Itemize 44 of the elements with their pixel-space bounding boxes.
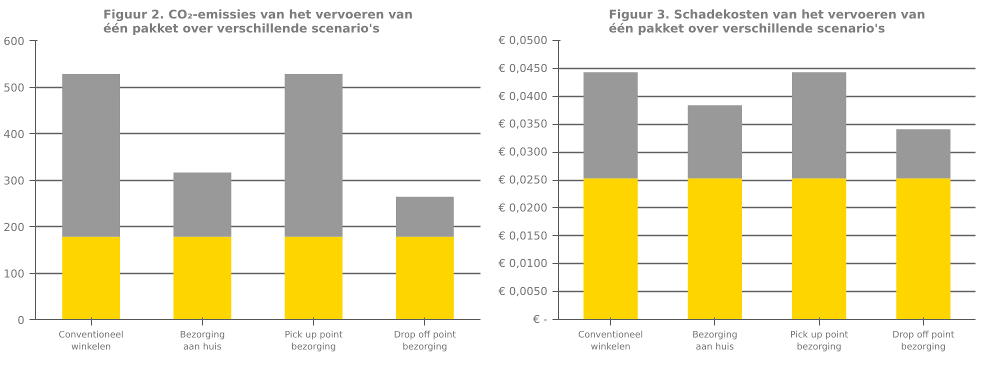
bar [584,178,638,320]
bar [792,178,846,320]
x-tick-label: Pick up point bezorging [790,330,849,352]
y-tick-label: 500 [4,82,25,94]
bar [396,236,454,320]
y-tick-label: € 0,0350 [498,118,548,131]
bar [62,74,120,237]
bar [688,105,742,178]
bar [584,72,638,178]
bar [173,236,232,320]
x-tick-label: Bezorging aan huis [692,330,738,352]
y-tick-label: 100 [4,268,25,280]
y-tick-label: 600 [4,35,25,48]
chart-title: Figuur 2. CO₂-emissies van het vervoeren van één pakket over verschillende scenario's [103,8,413,36]
y-tick-label: 300 [4,174,25,188]
bar [896,178,950,320]
bar [173,172,232,237]
bar [284,236,343,320]
x-tick-label: Conventioneel winkelen [578,330,644,352]
y-tick-label: € 0,0150 [498,229,548,242]
y-tick-label: € 0,0100 [498,257,548,270]
y-tick-label: € 0,0450 [498,62,548,75]
chart-title: Figuur 3. Schadekosten van het vervoeren van één pakket over verschillende scenario's [608,8,926,36]
bar [688,178,742,320]
y-tick-label: € 0,0050 [498,285,548,298]
y-tick-label: 400 [4,128,25,141]
y-tick-label: € - [533,313,548,326]
bar [396,196,454,237]
x-tick-label: Bezorging aan huis [180,330,225,352]
y-tick-label: € 0,0400 [498,90,548,103]
bar [284,74,343,237]
y-tick-label: € 0,0250 [498,174,548,186]
bar [62,236,120,320]
y-tick-label: € 0,0200 [498,201,548,214]
x-tick-label: Drop off point bezorging [892,330,955,352]
y-tick-label: € 0,0500 [498,34,548,47]
y-tick-label: 0 [18,314,24,327]
x-tick-label: Pick up point bezorging [284,330,344,352]
y-tick-label: 200 [4,221,25,234]
bar [896,129,950,178]
y-tick-label: € 0,0300 [498,146,548,159]
x-tick-label: Drop off point bezorging [394,330,456,352]
bar [792,72,846,178]
x-tick-label: Conventioneel winkelen [58,330,124,352]
